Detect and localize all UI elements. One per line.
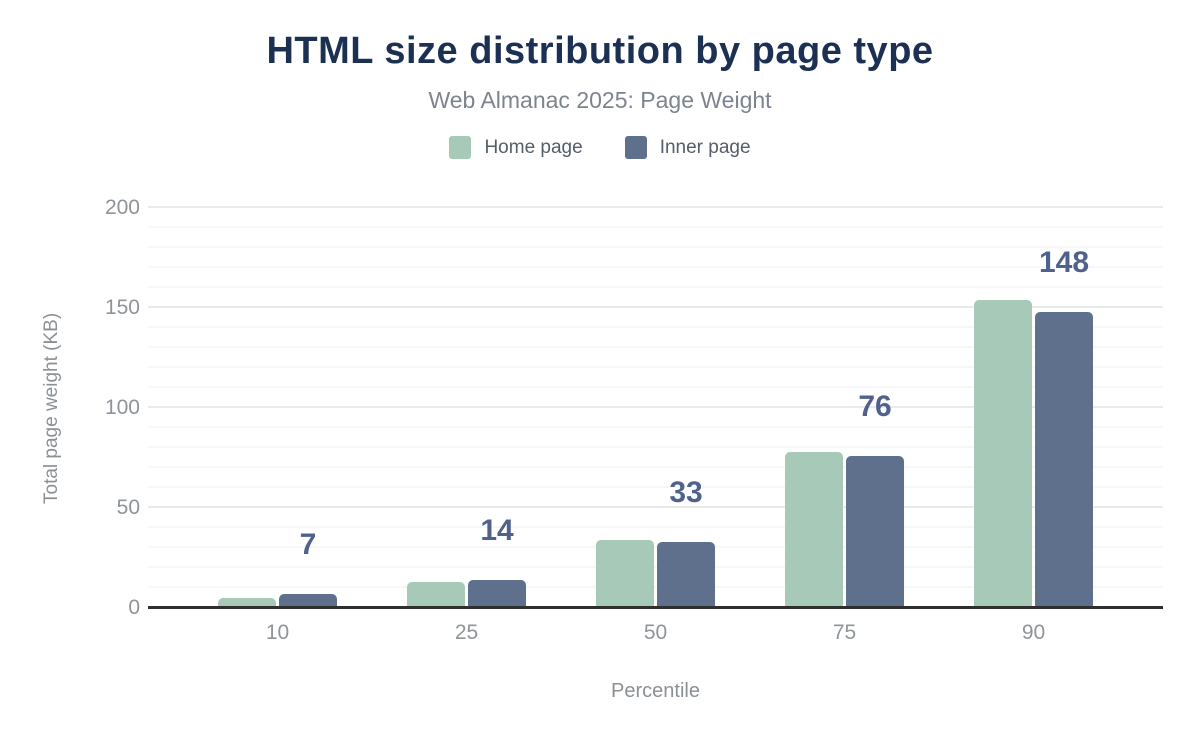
bar-inner-page: 7 bbox=[279, 530, 337, 608]
minor-gridline bbox=[148, 546, 1163, 548]
minor-gridline bbox=[148, 586, 1163, 588]
bar-inner-page: 14 bbox=[468, 516, 526, 608]
major-gridline bbox=[148, 506, 1163, 508]
minor-gridline bbox=[148, 226, 1163, 228]
x-tick-label: 25 bbox=[454, 621, 479, 644]
bar-group-p25: 14 25 bbox=[372, 208, 561, 644]
bar-value-label: 14 bbox=[480, 514, 514, 547]
minor-gridline bbox=[148, 286, 1163, 288]
chart-subtitle: Web Almanac 2025: Page Weight bbox=[428, 87, 772, 113]
bar-inner-page: 76 bbox=[846, 392, 904, 608]
bar-home-page bbox=[785, 452, 843, 608]
bar-value-label: 33 bbox=[669, 476, 703, 509]
legend-item-inner-page: Inner page bbox=[624, 136, 751, 159]
bar-value-label: 148 bbox=[1038, 246, 1090, 279]
major-gridline bbox=[148, 206, 1163, 208]
legend-swatch-home-page bbox=[449, 136, 472, 159]
minor-gridline bbox=[148, 466, 1163, 468]
bar-home-page bbox=[407, 582, 465, 608]
minor-gridline bbox=[148, 486, 1163, 488]
y-tick-label: 200 bbox=[104, 196, 140, 219]
bar-value-label: 7 bbox=[299, 528, 317, 561]
minor-gridline bbox=[148, 346, 1163, 348]
bar-groups: 7 10 14 25 33 50 76 75 148 90 bbox=[148, 208, 1163, 644]
x-axis-line bbox=[148, 606, 1163, 609]
y-tick-label: 50 bbox=[116, 496, 140, 519]
bar-inner-page: 33 bbox=[657, 478, 715, 608]
bar-home-page bbox=[974, 300, 1032, 608]
x-tick-label: 90 bbox=[1021, 621, 1046, 644]
y-tick-label: 0 bbox=[128, 596, 140, 619]
plot-area: 7 10 14 25 33 50 76 75 148 90 bbox=[148, 206, 1163, 644]
legend-label-inner-page: Inner page bbox=[659, 136, 751, 158]
bar-group-p10: 7 10 bbox=[183, 208, 372, 644]
chart-title: HTML size distribution by page type bbox=[266, 30, 934, 72]
minor-gridline bbox=[148, 266, 1163, 268]
bar-group-p90: 148 90 bbox=[939, 208, 1128, 644]
legend-item-home-page: Home page bbox=[449, 136, 583, 159]
bar-home-page bbox=[596, 540, 654, 608]
bar-inner-page: 148 bbox=[1035, 248, 1093, 608]
major-gridline bbox=[148, 406, 1163, 408]
y-axis-tick-labels: 0 50 100 150 200 bbox=[0, 196, 140, 619]
minor-gridline bbox=[148, 566, 1163, 568]
bar-group-p75: 76 75 bbox=[750, 208, 939, 644]
minor-gridline bbox=[148, 446, 1163, 448]
legend-swatch-inner-page bbox=[624, 136, 647, 159]
minor-gridline bbox=[148, 526, 1163, 528]
bar-home-page bbox=[218, 598, 276, 608]
x-tick-label: 75 bbox=[832, 621, 857, 644]
major-gridline bbox=[148, 306, 1163, 308]
minor-gridline bbox=[148, 386, 1163, 388]
bar-value-label: 76 bbox=[858, 390, 892, 423]
x-tick-label: 10 bbox=[265, 621, 290, 644]
chart-header: HTML size distribution by page type Web … bbox=[0, 0, 1200, 159]
minor-gridline bbox=[148, 246, 1163, 248]
y-tick-label: 150 bbox=[104, 296, 140, 319]
y-tick-label: 100 bbox=[104, 396, 140, 419]
minor-gridline bbox=[148, 426, 1163, 428]
legend-label-home-page: Home page bbox=[484, 136, 583, 158]
legend: Home page Inner page bbox=[0, 136, 1200, 159]
minor-gridline bbox=[148, 366, 1163, 368]
bar-group-p50: 33 50 bbox=[561, 208, 750, 644]
x-tick-label: 50 bbox=[643, 621, 668, 644]
x-axis-title: Percentile bbox=[611, 680, 700, 702]
minor-gridline bbox=[148, 326, 1163, 328]
